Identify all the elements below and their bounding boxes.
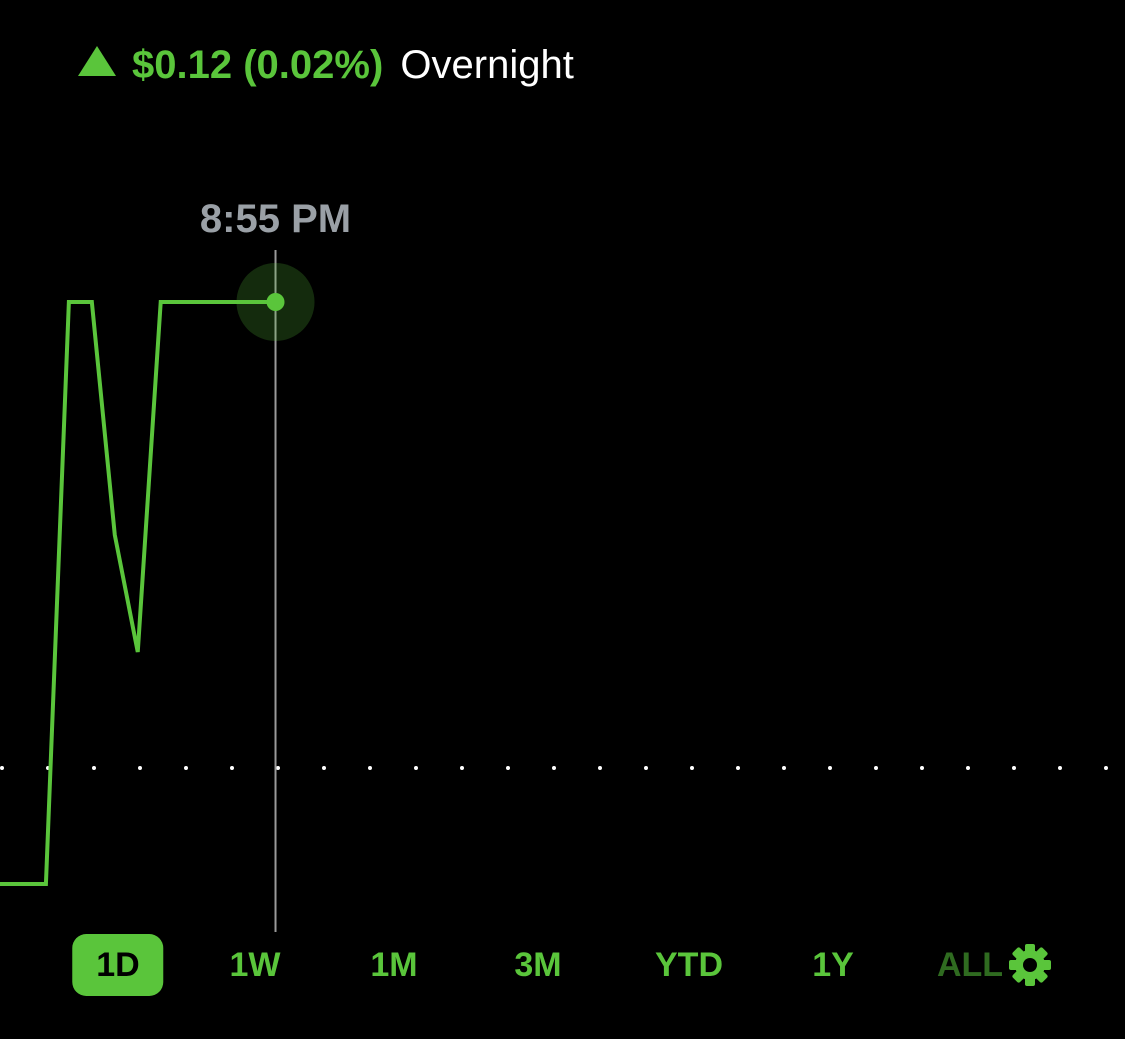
range-tab[interactable]: YTD bbox=[655, 946, 723, 984]
change-value: $0.12 (0.02%) bbox=[132, 43, 384, 87]
price-change: $0.12 (0.02%) Overnight bbox=[78, 40, 574, 90]
price-line bbox=[0, 300, 276, 886]
cursor-time: 8:55 PM bbox=[200, 197, 351, 241]
up-arrow bbox=[78, 46, 116, 76]
session-label: Overnight bbox=[400, 43, 574, 87]
range-tab[interactable]: 1Y bbox=[812, 946, 854, 984]
range-tab[interactable]: 1D bbox=[72, 934, 164, 996]
cursor-dot bbox=[266, 293, 285, 311]
range-tab[interactable]: 1M bbox=[370, 946, 418, 984]
range-tab[interactable]: ALL bbox=[936, 946, 1004, 984]
range-tab[interactable]: 3M bbox=[514, 946, 562, 984]
range-tab[interactable]: 1W bbox=[229, 946, 281, 984]
settings-gear[interactable] bbox=[1005, 940, 1055, 990]
